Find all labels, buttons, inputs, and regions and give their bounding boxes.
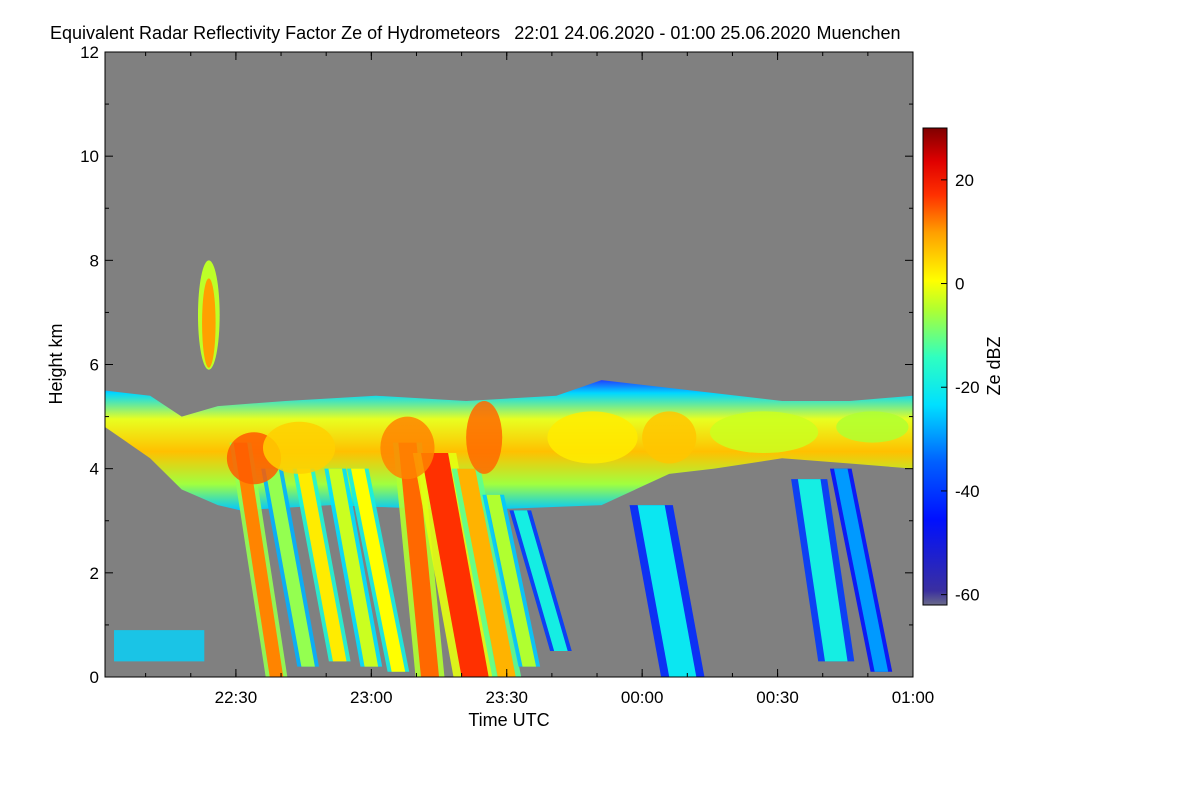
isolated-cell	[202, 278, 216, 368]
reflectivity-core	[642, 411, 697, 464]
colorbar-tick-label: 0	[955, 275, 964, 294]
y-axis-ticks: 0 2 4 6 8 10 12	[80, 43, 913, 687]
fallstreak	[486, 494, 537, 667]
colorbar-label: Ze dBZ	[984, 336, 1004, 395]
colorbar-gradient	[922, 127, 948, 606]
reflectivity-core	[709, 411, 819, 454]
fallstreak	[637, 505, 697, 677]
fallstreak	[233, 442, 284, 677]
reflectivity-field	[105, 260, 913, 677]
fallstreak	[398, 442, 440, 677]
y-tick-label: 4	[90, 460, 99, 479]
y-tick-label: 8	[90, 251, 99, 270]
x-axis-label: Time UTC	[468, 710, 549, 730]
reflectivity-core	[547, 411, 638, 464]
chart-title: Equivalent Radar Reflectivity Factor Ze …	[50, 23, 901, 43]
fallstreak	[513, 510, 568, 651]
x-tick-label: 00:00	[621, 688, 664, 707]
reflectivity-core	[466, 400, 503, 474]
colorbar: 20 0 -20 -40 -60 Ze dBZ	[922, 127, 1004, 606]
surface-clutter	[114, 630, 205, 662]
y-tick-label: 6	[90, 356, 99, 375]
y-tick-label: 12	[80, 43, 99, 62]
colorbar-ticks: 20 0 -20 -40 -60	[941, 171, 980, 605]
fallstreak	[296, 468, 347, 662]
reflectivity-core	[836, 411, 909, 443]
colorbar-tick-label: -20	[955, 378, 980, 397]
x-tick-label: 01:00	[892, 688, 935, 707]
fallstreak	[457, 468, 516, 677]
reflectivity-core	[262, 421, 336, 474]
y-tick-label: 10	[80, 147, 99, 166]
fallstreak	[351, 468, 406, 672]
colorbar-tick-label: -60	[955, 586, 980, 605]
colorbar-tick-label: -40	[955, 482, 980, 501]
plot-area: 22:30 23:00 23:30 00:00 00:30 01:00 0 2 4 6 8 10 12	[80, 43, 934, 707]
fallstreak	[834, 468, 889, 672]
x-tick-label: 23:30	[485, 688, 528, 707]
fallstreak	[328, 468, 379, 667]
fallstreak	[265, 468, 315, 667]
fallstreak	[797, 479, 848, 662]
x-tick-label: 00:30	[756, 688, 799, 707]
x-tick-label: 23:00	[350, 688, 393, 707]
y-tick-label: 0	[90, 668, 99, 687]
x-tick-label: 22:30	[215, 688, 258, 707]
x-axis-ticks: 22:30 23:00 23:30 00:00 00:30 01:00	[145, 52, 935, 707]
colorbar-tick-label: 20	[955, 171, 974, 190]
y-axis-label: Height km	[46, 323, 66, 404]
fallstreak	[420, 453, 489, 677]
reflectivity-core	[380, 416, 435, 480]
y-tick-label: 2	[90, 564, 99, 583]
